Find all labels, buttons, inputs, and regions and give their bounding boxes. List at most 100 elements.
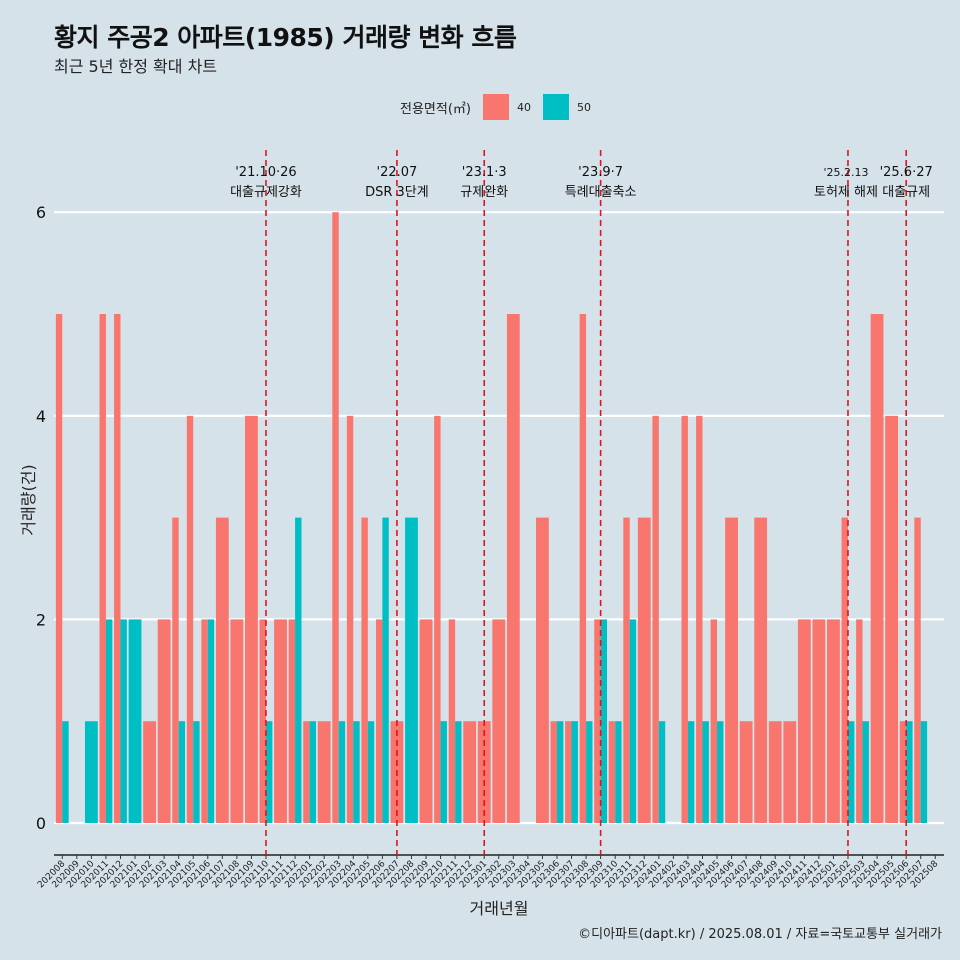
bar-40-202011 bbox=[99, 314, 106, 823]
event-date-1: '22.07 bbox=[377, 165, 418, 180]
bar-50-202210 bbox=[440, 721, 447, 823]
bar-40-202408 bbox=[754, 517, 768, 823]
bar-50-202106 bbox=[207, 619, 215, 823]
event-label-0: 대출규제강화 bbox=[230, 185, 302, 200]
event-date-5: '25.6·27 bbox=[880, 165, 933, 180]
bar-40-202104 bbox=[172, 517, 179, 823]
event-label-3: 특례대출축소 bbox=[565, 185, 637, 200]
bar-50-202110 bbox=[265, 721, 273, 823]
bar-50-202307 bbox=[571, 721, 578, 823]
event-label-5: 대출규제 bbox=[882, 185, 930, 200]
bar-50-202405 bbox=[717, 721, 724, 823]
bar-40-202406 bbox=[725, 517, 738, 823]
bar-40-202308 bbox=[579, 314, 587, 823]
bar-40-202507 bbox=[914, 517, 921, 823]
y-tick-label-4: 4 bbox=[36, 407, 46, 426]
bar-40-202305 bbox=[536, 517, 549, 823]
bar-40-202211 bbox=[448, 619, 456, 823]
bar-40-202106 bbox=[201, 619, 208, 823]
bar-40-202306 bbox=[550, 721, 557, 823]
bar-40-202401 bbox=[652, 415, 659, 823]
bar-50-202203 bbox=[338, 721, 346, 823]
bar-50-202011 bbox=[105, 619, 113, 823]
bar-40-202203 bbox=[332, 212, 339, 823]
legend-title: 전용면적(㎡) bbox=[400, 101, 471, 117]
bar-40-202102 bbox=[143, 721, 156, 823]
bar-50-202306 bbox=[556, 721, 564, 823]
event-date-0: '21.10·26 bbox=[235, 165, 296, 180]
bar-40-202503 bbox=[856, 619, 863, 823]
bar-40-202311 bbox=[623, 517, 630, 823]
bar-50-202308 bbox=[586, 721, 593, 823]
bar-40-202112 bbox=[288, 619, 296, 823]
bar-40-202201 bbox=[303, 721, 310, 823]
bar-40-202111 bbox=[274, 619, 287, 823]
y-axis-title: 거래량(건) bbox=[19, 464, 38, 535]
bar-50-202211 bbox=[455, 721, 462, 823]
bar-40-202412 bbox=[812, 619, 826, 823]
bar-50-202206 bbox=[382, 517, 389, 823]
event-label-4: 토허제 해제 bbox=[814, 185, 878, 200]
legend: 전용면적(㎡) 40 50 bbox=[400, 94, 591, 120]
legend-swatch-40 bbox=[482, 94, 509, 120]
legend-label-50: 50 bbox=[576, 100, 591, 114]
event-date-4: '25.2.13 bbox=[823, 166, 868, 179]
bar-50-202012 bbox=[120, 619, 127, 823]
event-label-1: DSR 3단계 bbox=[365, 185, 429, 200]
bar-40-202105 bbox=[186, 415, 194, 823]
bar-50-202010 bbox=[84, 721, 98, 823]
bar-40-202205 bbox=[361, 517, 368, 823]
bar-50-202104 bbox=[178, 721, 186, 823]
bar-40-202411 bbox=[797, 619, 811, 823]
bar-40-202409 bbox=[768, 721, 782, 823]
bar-50-202403 bbox=[687, 721, 695, 823]
bar-50-202506 bbox=[906, 721, 913, 823]
bar-50-202105 bbox=[193, 721, 200, 823]
bar-50-202112 bbox=[295, 517, 302, 823]
bar-40-202307 bbox=[565, 721, 572, 823]
bar-50-202310 bbox=[615, 721, 622, 823]
y-tick-label-0: 0 bbox=[36, 814, 46, 833]
bar-50-202008 bbox=[62, 721, 69, 823]
y-tick-label-2: 2 bbox=[36, 610, 46, 629]
bar-50-202502 bbox=[847, 721, 855, 823]
bar-40-202504 bbox=[870, 314, 884, 823]
bar-40-202310 bbox=[608, 721, 616, 823]
bar-50-202507 bbox=[920, 721, 928, 823]
bar-40-202202 bbox=[317, 721, 331, 823]
bar-40-202209 bbox=[419, 619, 433, 823]
legend-swatch-50 bbox=[542, 94, 569, 120]
bar-40-202505 bbox=[885, 415, 899, 823]
bar-40-202502 bbox=[841, 517, 848, 823]
event-label-2: 규제완화 bbox=[460, 185, 508, 200]
bar-40-202008 bbox=[55, 314, 63, 823]
bar-50-202309 bbox=[600, 619, 608, 823]
bar-40-202107 bbox=[215, 517, 229, 823]
bar-40-202405 bbox=[710, 619, 718, 823]
bar-40-202403 bbox=[681, 415, 688, 823]
bar-50-202204 bbox=[353, 721, 360, 823]
bar-50-202503 bbox=[862, 721, 869, 823]
bar-40-202210 bbox=[434, 415, 441, 823]
bar-40-202108 bbox=[230, 619, 244, 823]
bar-40-202309 bbox=[594, 619, 601, 823]
bar-50-202201 bbox=[309, 721, 317, 823]
bar-50-202205 bbox=[367, 721, 375, 823]
bar-50-202101 bbox=[128, 619, 142, 823]
source-footer: ©디아파트(dapt.kr) / 2025.08.01 / 자료=국토교통부 실… bbox=[578, 927, 942, 942]
bar-40-202302 bbox=[492, 619, 506, 823]
bar-40-202012 bbox=[114, 314, 121, 823]
bar-40-202404 bbox=[696, 415, 703, 823]
bar-40-202109 bbox=[245, 415, 258, 823]
bar-50-202208 bbox=[405, 517, 418, 823]
chart-title: 황지 주공2 아파트(1985) 거래량 변화 흐름 bbox=[54, 23, 517, 52]
bar-40-202506 bbox=[899, 721, 907, 823]
event-date-3: '23.9·7 bbox=[578, 165, 623, 180]
chart-subtitle: 최근 5년 한정 확대 차트 bbox=[54, 57, 218, 76]
bar-40-202312 bbox=[637, 517, 651, 823]
bar-40-202303 bbox=[506, 314, 520, 823]
bar-40-202407 bbox=[739, 721, 753, 823]
bar-40-202103 bbox=[157, 619, 171, 823]
event-date-2: '23.1·3 bbox=[462, 165, 507, 180]
